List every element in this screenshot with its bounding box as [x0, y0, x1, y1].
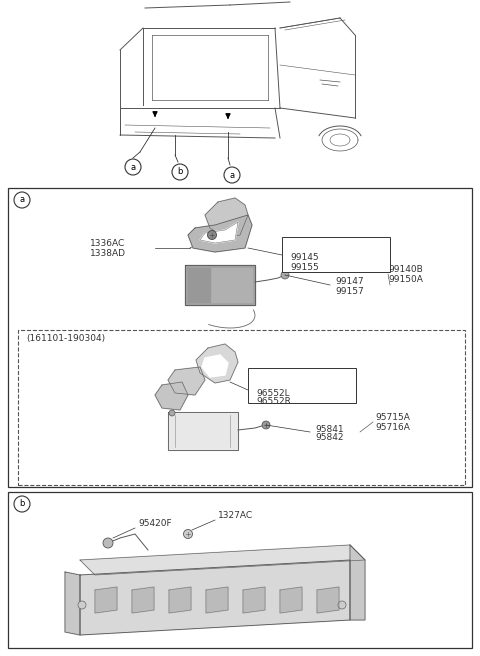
Text: b: b — [177, 167, 183, 176]
Text: (161101-190304): (161101-190304) — [26, 333, 105, 342]
Circle shape — [183, 529, 192, 539]
Bar — [248, 368, 356, 403]
Circle shape — [169, 410, 175, 416]
Polygon shape — [168, 412, 238, 450]
Text: 99150A: 99150A — [388, 274, 423, 283]
Polygon shape — [317, 587, 339, 613]
Circle shape — [78, 601, 86, 609]
Text: 96552R: 96552R — [256, 398, 291, 407]
Text: 1327AC: 1327AC — [218, 512, 253, 520]
Text: 99147: 99147 — [335, 277, 364, 287]
Text: 99140B: 99140B — [388, 266, 423, 274]
Polygon shape — [188, 268, 210, 302]
Text: 95420F: 95420F — [138, 520, 172, 529]
Circle shape — [281, 271, 289, 279]
Circle shape — [125, 159, 141, 175]
Text: 95842: 95842 — [315, 434, 344, 443]
Text: a: a — [131, 163, 135, 171]
Circle shape — [338, 601, 346, 609]
Polygon shape — [169, 587, 191, 613]
Circle shape — [103, 538, 113, 548]
Text: 99145: 99145 — [290, 253, 319, 262]
Text: 99157: 99157 — [335, 287, 364, 295]
Polygon shape — [188, 215, 252, 252]
Text: b: b — [19, 499, 24, 508]
Bar — [8, 188, 472, 487]
Polygon shape — [280, 587, 302, 613]
Polygon shape — [185, 265, 255, 305]
Text: 95716A: 95716A — [375, 422, 410, 432]
Polygon shape — [80, 560, 350, 635]
Polygon shape — [206, 587, 228, 613]
Polygon shape — [65, 572, 80, 635]
Polygon shape — [205, 198, 248, 238]
Polygon shape — [202, 355, 228, 377]
Polygon shape — [80, 545, 365, 575]
Polygon shape — [196, 344, 238, 383]
Text: a: a — [19, 195, 24, 205]
Polygon shape — [350, 545, 365, 620]
Circle shape — [172, 164, 188, 180]
Polygon shape — [243, 587, 265, 613]
Circle shape — [262, 421, 270, 429]
Bar — [282, 237, 390, 272]
Text: 95841: 95841 — [315, 424, 344, 434]
Polygon shape — [188, 268, 252, 302]
Polygon shape — [168, 367, 205, 395]
Text: 95715A: 95715A — [375, 413, 410, 422]
Text: 99155: 99155 — [290, 262, 319, 272]
Text: a: a — [229, 171, 235, 180]
Text: 1338AD: 1338AD — [90, 249, 126, 258]
Circle shape — [14, 496, 30, 512]
Circle shape — [224, 167, 240, 183]
Bar — [8, 492, 472, 648]
Bar — [18, 330, 465, 485]
Polygon shape — [200, 222, 238, 243]
Circle shape — [14, 192, 30, 208]
Circle shape — [207, 230, 216, 239]
Polygon shape — [132, 587, 154, 613]
Polygon shape — [95, 587, 117, 613]
Text: 1336AC: 1336AC — [90, 239, 125, 249]
Text: 96552L: 96552L — [256, 388, 289, 398]
Polygon shape — [155, 382, 188, 410]
